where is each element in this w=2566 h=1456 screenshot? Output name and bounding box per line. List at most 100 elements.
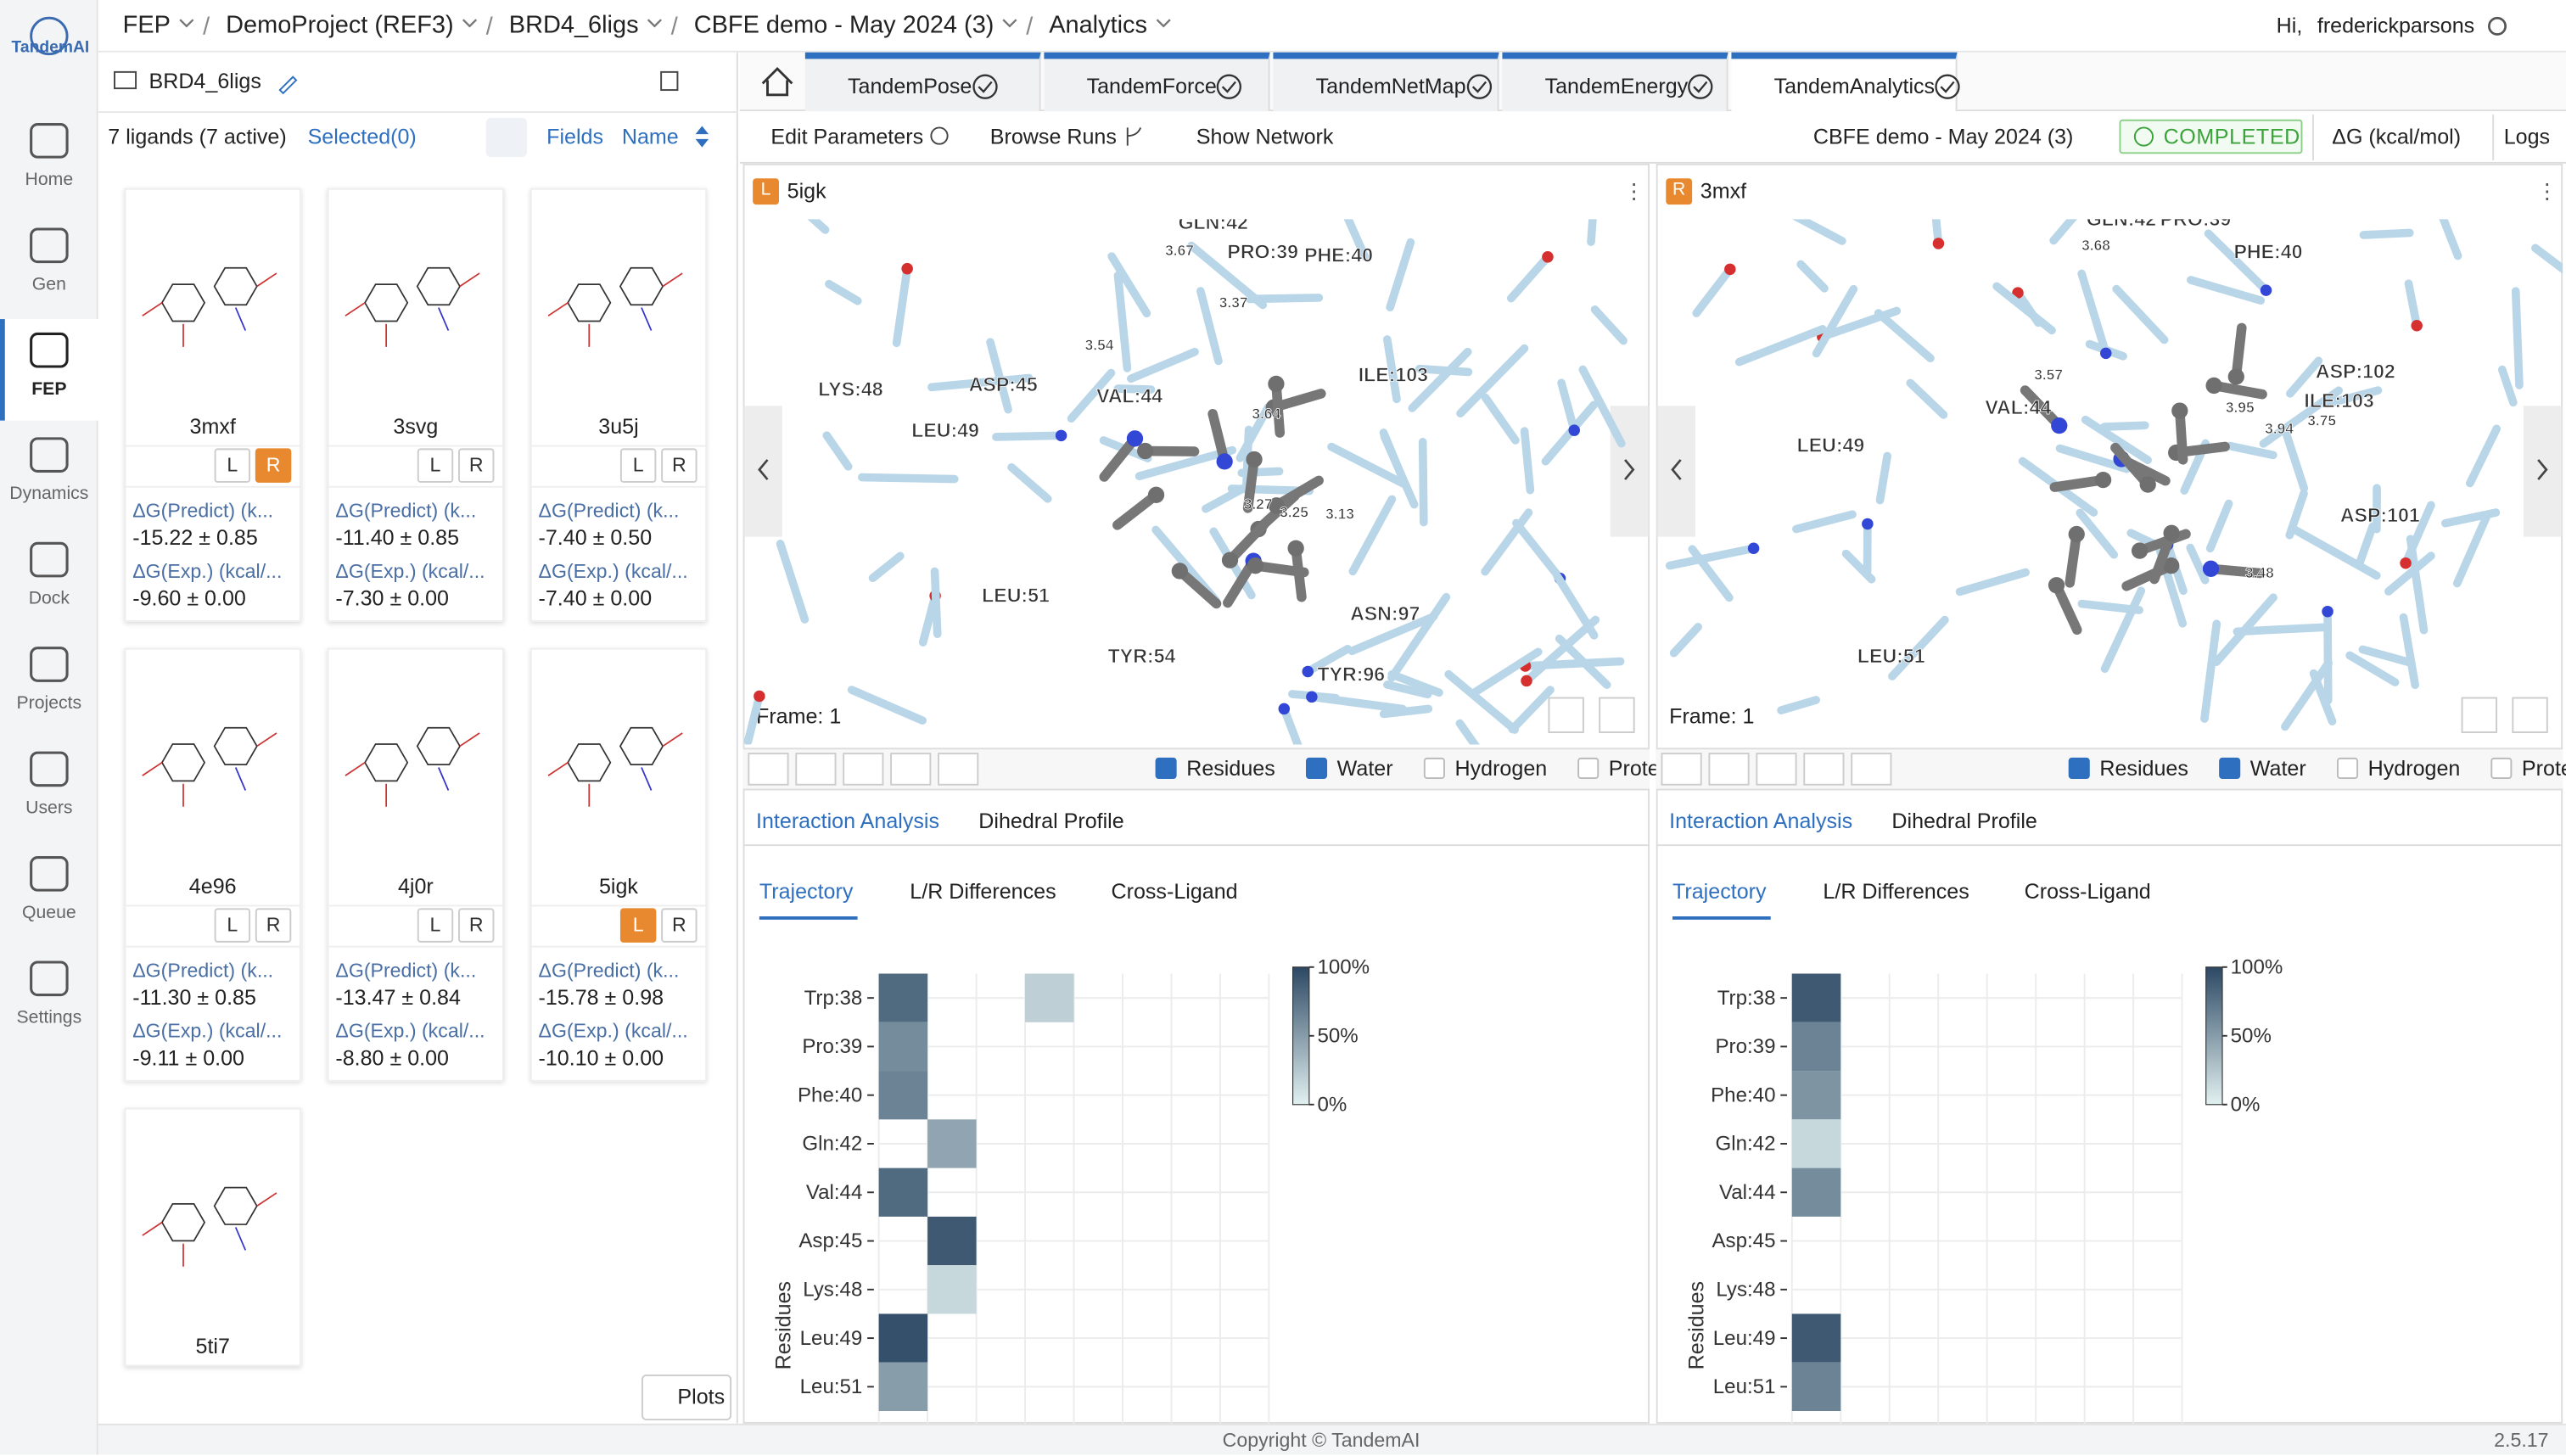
snapshot-btn[interactable] (1599, 697, 1635, 733)
ligand-card[interactable] (529, 188, 708, 622)
tab[interactable] (1273, 52, 1499, 112)
playback-btn[interactable] (938, 753, 979, 786)
side-label[interactable]: L (632, 913, 644, 937)
side-btn[interactable] (214, 908, 251, 943)
logs-btn[interactable]: Logs (2503, 124, 2551, 149)
breadcrumb-item[interactable]: DemoProject (REF3) (226, 11, 454, 40)
checkbox-label[interactable]: Residues (1186, 755, 1275, 781)
nav-item[interactable]: Queue (22, 903, 76, 923)
nav-item[interactable]: Dock (28, 589, 70, 609)
ligand-card[interactable] (124, 1107, 301, 1367)
checkbox-label[interactable]: Protein (2521, 755, 2566, 781)
fullscreen-btn[interactable] (1548, 697, 1584, 733)
analysis-tab[interactable]: Dihedral Profile (978, 808, 1124, 833)
grid-view-btn[interactable] (485, 117, 527, 158)
side-label[interactable]: L (429, 453, 441, 477)
side-label[interactable]: L (429, 913, 441, 937)
nav-item[interactable]: Projects (16, 693, 82, 714)
side-label[interactable]: L (227, 453, 238, 477)
playback-btn[interactable] (748, 753, 789, 786)
playback-btn[interactable] (1851, 753, 1892, 786)
checkbox[interactable] (2068, 757, 2090, 779)
ligand-card[interactable] (327, 647, 504, 1082)
breadcrumb-item[interactable]: BRD4_6ligs (508, 11, 639, 40)
nav-item[interactable]: Dynamics (9, 484, 89, 504)
sub-tab[interactable]: Trajectory (1672, 878, 1767, 904)
checkbox[interactable] (2336, 757, 2359, 779)
breadcrumb-item[interactable]: FEP (122, 11, 171, 40)
side-label[interactable]: L (632, 453, 644, 477)
playback-btn[interactable] (1756, 753, 1797, 786)
analysis-tab[interactable]: Interaction Analysis (1669, 808, 1853, 833)
checkbox-label[interactable]: Water (2249, 755, 2306, 781)
side-btn[interactable] (255, 448, 292, 483)
sub-tab[interactable]: L/R Differences (1823, 878, 1969, 904)
breadcrumb-item[interactable]: CBFE demo - May 2024 (3) (693, 11, 994, 40)
fields-btn[interactable]: Fields (546, 124, 604, 149)
tab[interactable] (1731, 52, 1958, 112)
browse-runs[interactable]: Browse Runs (989, 124, 1117, 149)
sub-tab[interactable]: L/R Differences (910, 878, 1056, 904)
sort-btn[interactable]: Name (621, 124, 679, 149)
prev-frame-btn[interactable] (1656, 406, 1695, 537)
checkbox-label[interactable]: Hydrogen (1454, 755, 1548, 781)
sub-tab[interactable]: Cross-Ligand (1111, 878, 1238, 904)
side-label[interactable]: R (266, 913, 281, 937)
side-label[interactable]: L (227, 913, 238, 937)
ligand-card[interactable] (327, 188, 504, 622)
side-btn[interactable] (417, 448, 454, 483)
side-label[interactable]: R (468, 913, 484, 937)
side-btn[interactable] (417, 908, 454, 943)
side-btn[interactable] (661, 448, 698, 483)
side-btn[interactable] (619, 448, 657, 483)
side-btn[interactable] (457, 908, 495, 943)
nav-item[interactable]: Users (25, 798, 73, 819)
checkbox[interactable] (1155, 757, 1177, 779)
checkbox[interactable] (1305, 757, 1328, 779)
playback-btn[interactable] (1661, 753, 1702, 786)
nav-item[interactable]: Settings (16, 1007, 82, 1028)
side-label[interactable]: R (266, 453, 281, 477)
user-name[interactable]: frederickparsons (2317, 13, 2475, 38)
side-btn[interactable] (255, 908, 292, 943)
tab[interactable] (1044, 52, 1270, 112)
selected-count[interactable]: Selected(0) (307, 124, 417, 149)
side-btn[interactable] (661, 908, 698, 943)
side-btn[interactable] (457, 448, 495, 483)
show-network[interactable]: Show Network (1196, 124, 1334, 149)
playback-btn[interactable] (843, 753, 884, 786)
edit-parameters[interactable]: Edit Parameters (770, 124, 924, 149)
fullscreen-btn[interactable] (2461, 697, 2497, 733)
tab[interactable] (804, 52, 1041, 112)
nav-item[interactable]: FEP (31, 379, 67, 400)
checkbox-label[interactable]: Hydrogen (2367, 755, 2461, 781)
checkbox[interactable] (1577, 757, 1600, 779)
prev-frame-btn[interactable] (742, 406, 782, 537)
next-frame-btn[interactable] (2523, 406, 2563, 537)
side-btn[interactable] (214, 448, 251, 483)
analysis-tab[interactable]: Dihedral Profile (1891, 808, 2037, 833)
checkbox-label[interactable]: Residues (2099, 755, 2188, 781)
playback-btn[interactable] (1708, 753, 1750, 786)
ligand-card[interactable] (124, 188, 301, 622)
sub-tab[interactable]: Trajectory (759, 878, 854, 904)
checkbox[interactable] (2490, 757, 2513, 779)
checkbox[interactable] (2219, 757, 2241, 779)
tab[interactable] (1502, 52, 1728, 112)
nav-item[interactable]: Gen (31, 274, 66, 295)
plots-btn[interactable] (641, 1374, 732, 1420)
checkbox-label[interactable]: Water (1336, 755, 1393, 781)
breadcrumb-item[interactable]: Analytics (1049, 11, 1147, 40)
snapshot-btn[interactable] (2512, 697, 2548, 733)
playback-btn[interactable] (890, 753, 932, 786)
unit-selector[interactable]: ΔG (kcal/mol) (2332, 124, 2462, 149)
side-label[interactable]: R (671, 913, 686, 937)
playback-btn[interactable] (795, 753, 837, 786)
checkbox[interactable] (1423, 757, 1445, 779)
ligand-card[interactable] (124, 647, 301, 1082)
ligand-card[interactable] (529, 647, 708, 1082)
nav-item[interactable]: Home (25, 170, 74, 190)
playback-btn[interactable] (1803, 753, 1845, 786)
side-btn[interactable] (619, 908, 657, 943)
side-label[interactable]: R (468, 453, 484, 477)
